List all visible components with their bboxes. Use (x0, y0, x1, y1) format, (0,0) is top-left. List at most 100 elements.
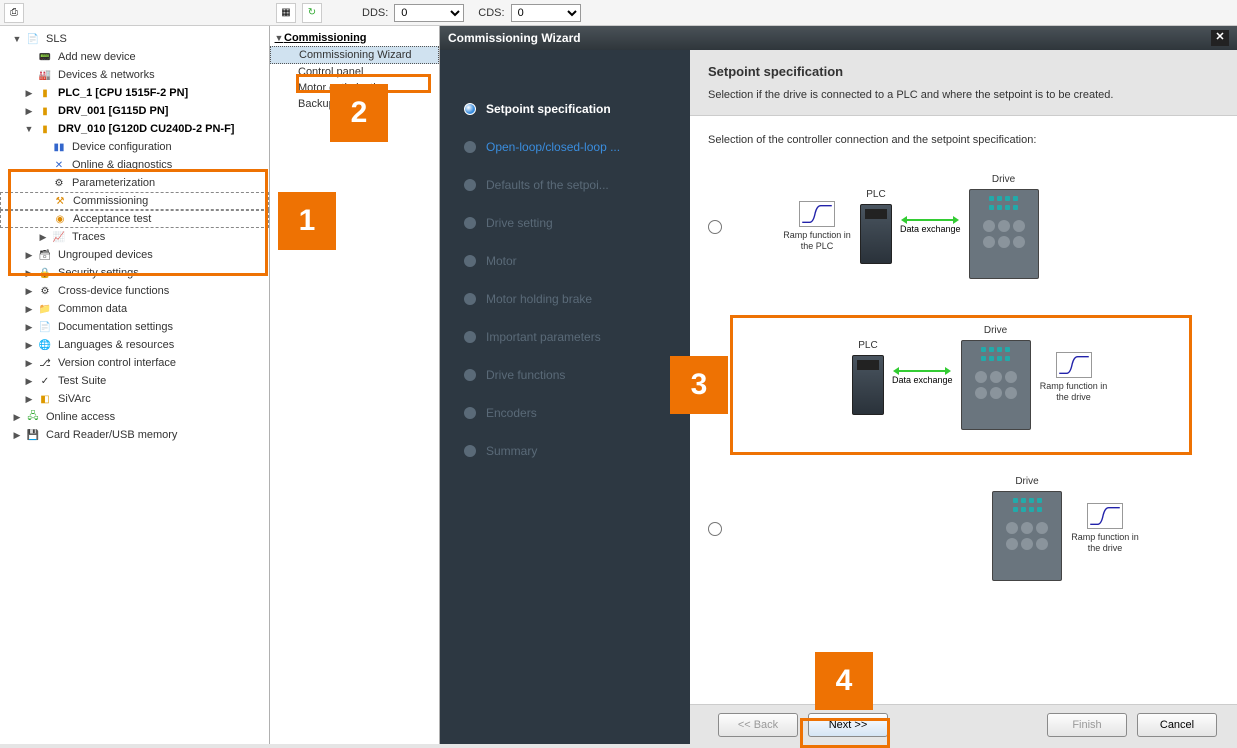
cds-label: CDS: (478, 7, 504, 19)
dds-label: DDS: (362, 7, 388, 19)
toolbar-icon-2[interactable]: ▦ (276, 3, 296, 23)
callout-3: 3 (670, 356, 728, 414)
tree-common-data[interactable]: ▶ 📁 Common data (0, 300, 269, 318)
device-config-icon: ▮▮ (51, 140, 67, 154)
drive-icon: ▮ (37, 104, 53, 118)
commissioning-wizard: Commissioning Wizard ✕ Setpoint specific… (440, 26, 1237, 744)
online-access-icon: 🖧 (25, 410, 41, 424)
toolbar-icon-3[interactable]: ↻ (302, 3, 322, 23)
step-holding-brake: Motor holding brake (464, 280, 690, 318)
common-data-icon: 📁 (37, 302, 53, 316)
option-1-radio[interactable] (708, 220, 722, 234)
ramp-icon (1087, 503, 1123, 529)
acceptance-icon: ◉ (52, 212, 68, 226)
ungrouped-icon: 🗃 (37, 248, 53, 262)
tree-security[interactable]: ▶ 🔒 Security settings (0, 264, 269, 282)
toolbar: ⎙ ▦ ↻ DDS: 0 CDS: 0 (0, 0, 1237, 26)
dds-select[interactable]: 0 (394, 4, 464, 22)
plc-graphic (860, 204, 892, 264)
option-3-radio[interactable] (708, 522, 722, 536)
content-subtitle: Selection if the drive is connected to a… (708, 89, 1219, 101)
wizard-steps: Setpoint specification Open-loop/closed-… (440, 50, 690, 744)
traces-icon: 📈 (51, 230, 67, 244)
callout-4: 4 (815, 652, 873, 710)
devices-networks-icon: 🏭 (37, 68, 53, 82)
online-diag-icon: ✕ (51, 158, 67, 172)
tree-device-config[interactable]: ▮▮ Device configuration (0, 138, 269, 156)
step-setpoint[interactable]: Setpoint specification (464, 90, 690, 128)
callout-2: 2 (330, 84, 388, 142)
project-tree: ▼ 📄 SLS 📟 Add new device 🏭 Devices & net… (0, 26, 270, 744)
tree-drv001[interactable]: ▶ ▮ DRV_001 [G115D PN] (0, 102, 269, 120)
tree-lang-res[interactable]: ▶ 🌐 Languages & resources (0, 336, 269, 354)
finish-button[interactable]: Finish (1047, 713, 1127, 737)
mid-wizard[interactable]: Commissioning Wizard (270, 46, 439, 64)
cancel-button[interactable]: Cancel (1137, 713, 1217, 737)
commissioning-icon: ⚒ (52, 194, 68, 208)
step-summary: Summary (464, 432, 690, 470)
data-exchange-arrow: Data exchange (900, 219, 961, 234)
test-suite-icon: ✓ (37, 374, 53, 388)
tree-plc1[interactable]: ▶ ▮ PLC_1 [CPU 1515F-2 PN] (0, 84, 269, 102)
tree-parameterization[interactable]: ⚙ Parameterization (0, 174, 269, 192)
lang-res-icon: 🌐 (37, 338, 53, 352)
plc-graphic (852, 355, 884, 415)
step-important-params: Important parameters (464, 318, 690, 356)
plc-icon: ▮ (37, 86, 53, 100)
project-icon: 📄 (25, 32, 41, 46)
data-exchange-arrow: Data exchange (892, 370, 953, 385)
doc-settings-icon: 📄 (37, 320, 53, 334)
ramp-icon (799, 201, 835, 227)
close-icon[interactable]: ✕ (1211, 30, 1229, 46)
option-3[interactable]: Drive Ramp function in the (708, 468, 1219, 589)
wizard-footer: << Back Next >> Finish Cancel (690, 704, 1237, 744)
drive-graphic (961, 340, 1031, 430)
cross-device-icon: ⚙ (37, 284, 53, 298)
drive-icon: ▮ (37, 122, 53, 136)
option-1[interactable]: Ramp function in the PLC PLC Data exchan… (708, 166, 1219, 287)
step-motor: Motor (464, 242, 690, 280)
tree-sivarc[interactable]: ▶ ◧ SiVArc (0, 390, 269, 408)
tree-traces[interactable]: ▶ 📈 Traces (0, 228, 269, 246)
tree-online-access[interactable]: ▶ 🖧 Online access (0, 408, 269, 426)
step-drive-setting: Drive setting (464, 204, 690, 242)
tree-commissioning[interactable]: ⚒ Commissioning (0, 192, 269, 210)
ramp-icon (1056, 352, 1092, 378)
tree-card-reader[interactable]: ▶ 💾 Card Reader/USB memory (0, 426, 269, 444)
content-title: Setpoint specification (708, 64, 1219, 79)
tree-version-ctrl[interactable]: ▶ ⎇ Version control interface (0, 354, 269, 372)
wizard-title: Commissioning Wizard (448, 31, 581, 45)
content-header: Setpoint specification Selection if the … (690, 50, 1237, 116)
version-ctrl-icon: ⎇ (37, 356, 53, 370)
tree-acceptance[interactable]: ◉ Acceptance test (0, 210, 269, 228)
callout-1: 1 (278, 192, 336, 250)
wizard-titlebar: Commissioning Wizard ✕ (440, 26, 1237, 50)
mid-control-panel[interactable]: Control panel (270, 64, 439, 80)
step-defaults: Defaults of the setpoi... (464, 166, 690, 204)
tree-online-diag[interactable]: ✕ Online & diagnostics (0, 156, 269, 174)
tree-add-device[interactable]: 📟 Add new device (0, 48, 269, 66)
parameterization-icon: ⚙ (51, 176, 67, 190)
step-drive-functions: Drive functions (464, 356, 690, 394)
tree-project[interactable]: ▼ 📄 SLS (0, 30, 269, 48)
toolbar-icon-1[interactable]: ⎙ (4, 3, 24, 23)
body-text: Selection of the controller connection a… (708, 134, 1219, 146)
sivarc-icon: ◧ (37, 392, 53, 406)
tree-devices-networks[interactable]: 🏭 Devices & networks (0, 66, 269, 84)
cds-select[interactable]: 0 (511, 4, 581, 22)
add-device-icon: 📟 (37, 50, 53, 64)
option-2[interactable]: PLC Data exchange Drive (708, 317, 1219, 438)
security-icon: 🔒 (37, 266, 53, 280)
tree-drv010[interactable]: ▼ ▮ DRV_010 [G120D CU240D-2 PN-F] (0, 120, 269, 138)
tree-doc-settings[interactable]: ▶ 📄 Documentation settings (0, 318, 269, 336)
tree-ungrouped[interactable]: ▶ 🗃 Ungrouped devices (0, 246, 269, 264)
commissioning-header[interactable]: ▼ Commissioning (270, 30, 439, 46)
tree-test-suite[interactable]: ▶ ✓ Test Suite (0, 372, 269, 390)
back-button[interactable]: << Back (718, 713, 798, 737)
tree-cross-device[interactable]: ▶ ⚙ Cross-device functions (0, 282, 269, 300)
drive-graphic (992, 491, 1062, 581)
card-reader-icon: 💾 (25, 428, 41, 442)
drive-graphic (969, 189, 1039, 279)
step-open-loop[interactable]: Open-loop/closed-loop ... (464, 128, 690, 166)
next-button[interactable]: Next >> (808, 713, 888, 737)
